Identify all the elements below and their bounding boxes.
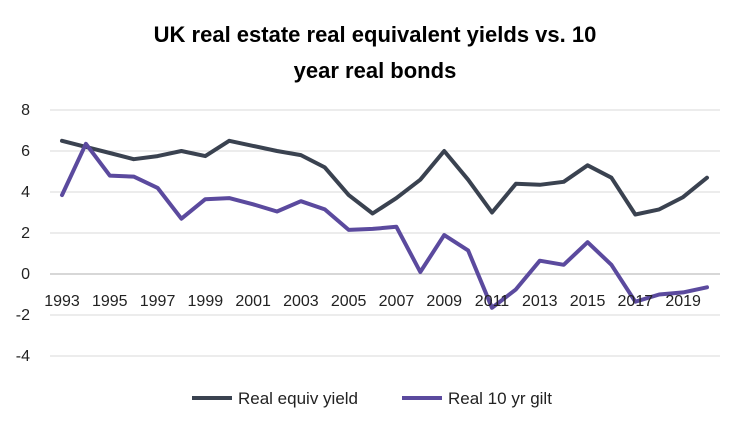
x-tick-label: 1993 xyxy=(44,293,80,310)
legend-label-1: Real equiv yield xyxy=(238,389,358,408)
y-tick-label: -2 xyxy=(16,307,30,324)
x-tick-label: 2005 xyxy=(331,293,367,310)
x-tick-label: 2015 xyxy=(570,293,606,310)
y-tick-label: -4 xyxy=(16,348,30,365)
legend-label-2: Real 10 yr gilt xyxy=(448,389,552,408)
y-tick-label: 0 xyxy=(21,266,30,283)
x-tick-label: 2019 xyxy=(665,293,701,310)
y-tick-label: 2 xyxy=(21,225,30,242)
legend: Real equiv yield Real 10 yr gilt xyxy=(192,389,552,408)
x-tick-label: 2007 xyxy=(379,293,415,310)
x-tick-label: 2011 xyxy=(475,293,510,310)
x-tick-label: 2013 xyxy=(522,293,558,310)
chart-title-line-1: UK real estate real equivalent yields vs… xyxy=(154,22,597,47)
y-gridlines xyxy=(50,109,720,357)
chart-title-line-2: year real bonds xyxy=(294,58,457,83)
x-tick-label: 2001 xyxy=(235,293,271,310)
x-tick-label: 2017 xyxy=(618,293,654,310)
x-tick-label: 1999 xyxy=(188,293,224,310)
x-tick-label: 2009 xyxy=(426,293,462,310)
y-tick-label: 8 xyxy=(21,102,30,119)
y-tick-label: 4 xyxy=(21,184,30,201)
series-line-2 xyxy=(60,141,709,310)
x-tick-label: 2003 xyxy=(283,293,319,310)
y-axis-tick-labels: 8 6 4 2 0 -2 -4 xyxy=(16,102,30,365)
y-tick-label: 6 xyxy=(21,143,30,160)
x-tick-label: 1997 xyxy=(140,293,176,310)
series-lines xyxy=(60,138,709,310)
x-axis-tick-labels: 1993 1995 1997 1999 2001 2003 2005 2007 2009 2011… xyxy=(44,293,701,310)
series-line-1 xyxy=(60,138,709,217)
x-tick-label: 1995 xyxy=(92,293,128,310)
